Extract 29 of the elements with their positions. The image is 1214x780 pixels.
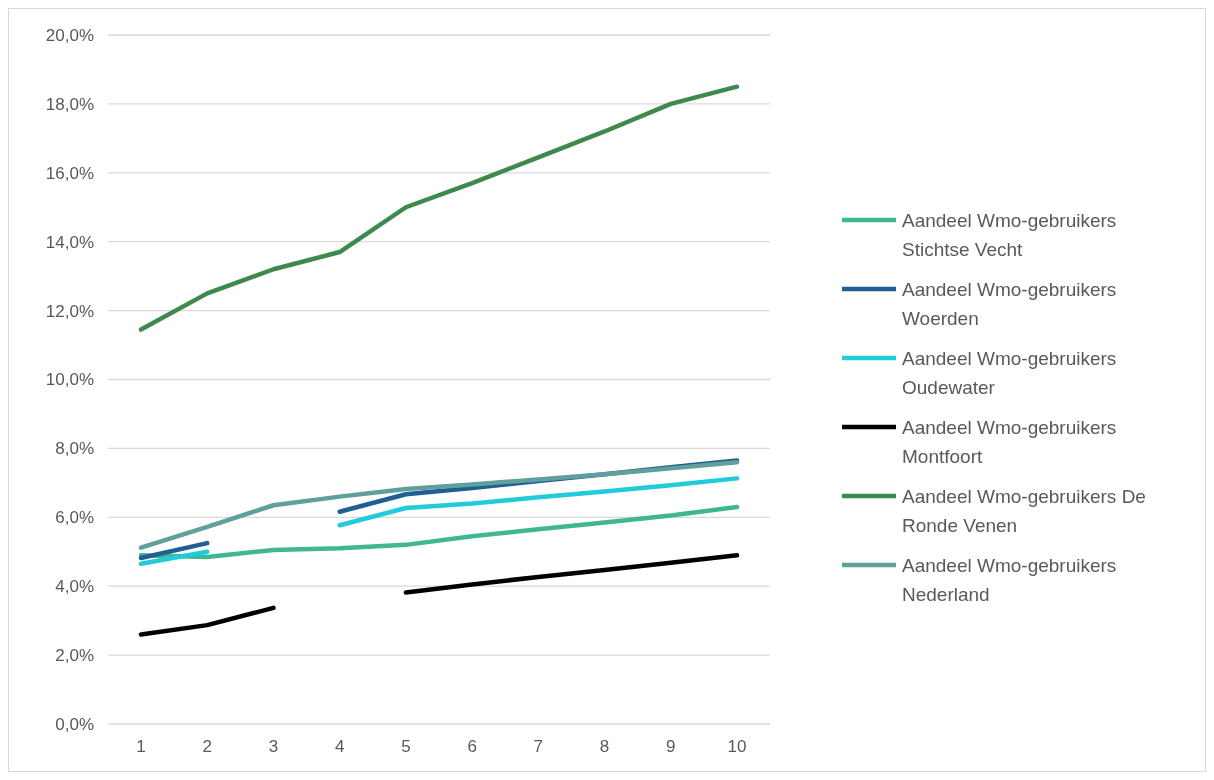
- line-series: [138, 504, 740, 560]
- x-tick-label: 4: [334, 737, 345, 756]
- x-tick-label: 2: [202, 737, 212, 756]
- x-tick-label: 6: [467, 737, 477, 756]
- y-tick-label: 16,0%: [45, 163, 94, 183]
- x-tick-label: 7: [533, 737, 544, 756]
- x-tick-label: 5: [401, 737, 411, 756]
- y-tick-label: 6,0%: [55, 508, 94, 528]
- legend-label: Aandeel Wmo-gebruikers Stichtse Vecht: [902, 209, 1117, 260]
- legend-label: Aandeel Wmo-gebruikers Montfoort: [902, 416, 1117, 467]
- line-series: [138, 84, 740, 332]
- legend-label: Aandeel Wmo-gebruikers Woerden: [902, 278, 1117, 329]
- y-tick-label: 12,0%: [45, 301, 94, 321]
- y-tick-label: 20,0%: [45, 25, 94, 45]
- x-tick-label: 10: [727, 737, 747, 756]
- legend-label: Aandeel Wmo-gebruikers Nederland: [902, 554, 1117, 605]
- y-tick-label: 10,0%: [45, 370, 94, 390]
- x-tick-label: 8: [599, 737, 610, 756]
- y-tick-label: 14,0%: [45, 232, 94, 252]
- y-tick-label: 18,0%: [45, 94, 94, 114]
- legend-label: Aandeel Wmo-gebruikers Oudewater: [902, 347, 1117, 398]
- y-tick-label: 0,0%: [55, 714, 94, 734]
- y-tick-label: 4,0%: [55, 577, 94, 597]
- y-tick-label: 2,0%: [55, 646, 94, 666]
- legend-label: Aandeel Wmo-gebruikers De Ronde Venen: [902, 485, 1146, 536]
- y-tick-label: 8,0%: [55, 439, 94, 459]
- x-tick-label: 9: [666, 737, 676, 756]
- x-tick-label: 3: [268, 737, 279, 756]
- x-tick-label: 1: [136, 737, 146, 756]
